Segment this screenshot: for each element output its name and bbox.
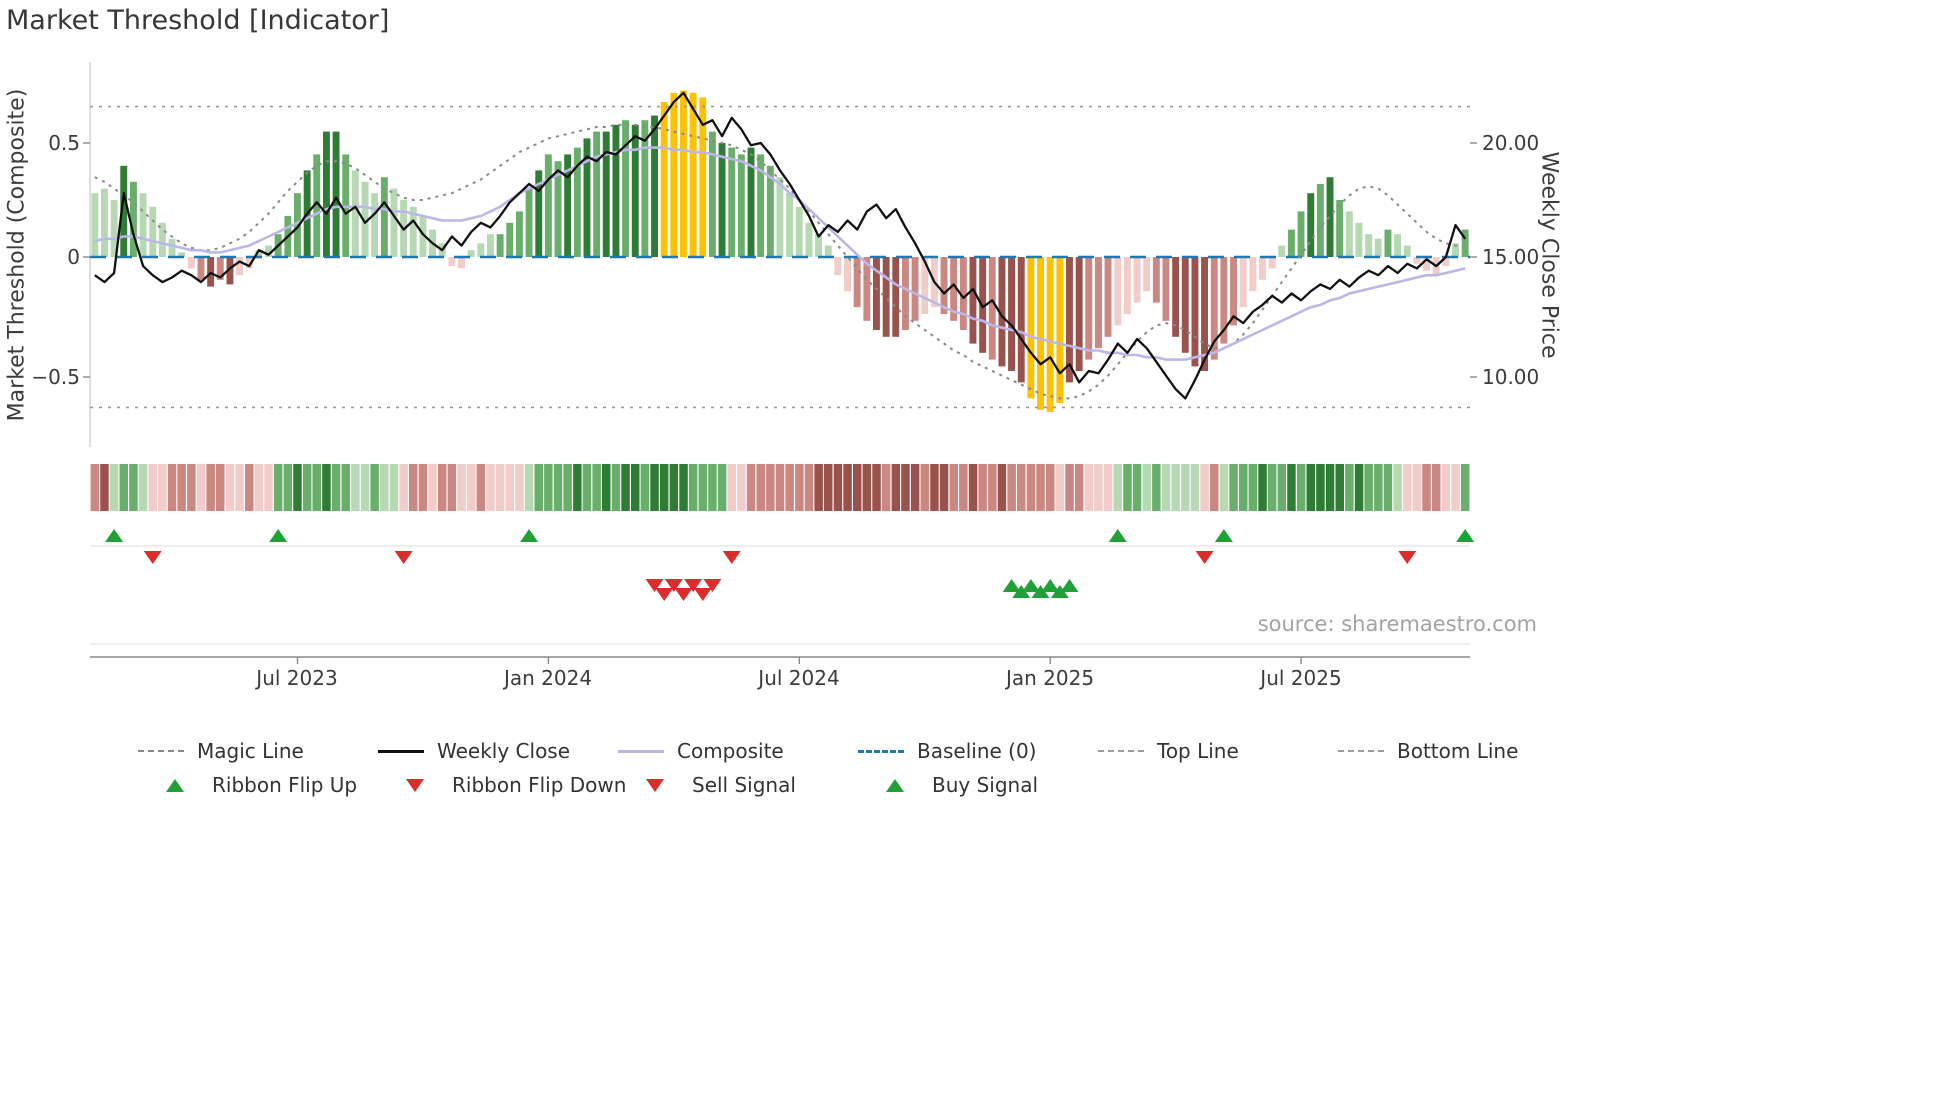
source-attribution: source: sharemaestro.com	[1257, 612, 1537, 636]
triangle-up-icon	[166, 778, 184, 792]
legend-item-baseline: Baseline (0)	[858, 736, 1098, 766]
legend-item-composite: Composite	[618, 736, 858, 766]
magic-line	[94, 123, 1466, 400]
threshold-histogram-bars	[91, 90, 1469, 412]
dashed-line-sample-icon	[1338, 750, 1384, 752]
right-axis-title: Weekly Close Price	[1536, 151, 1562, 359]
legend-label: Ribbon Flip Up	[212, 773, 358, 797]
x-tick-jul-2024: Jul 2024	[758, 666, 840, 690]
legend-label: Composite	[677, 739, 784, 763]
signal-markers	[105, 529, 1475, 601]
solid-line-sample-icon	[618, 749, 664, 753]
x-tick-jan-2025: Jan 2025	[1005, 666, 1095, 690]
legend-row-2: Ribbon Flip Up Ribbon Flip Down Sell Sig…	[152, 770, 1112, 800]
triangle-down-icon	[646, 778, 664, 792]
left-axis-tick-05: 0.5	[48, 131, 80, 155]
legend-label: Top Line	[1157, 739, 1239, 763]
legend-item-buy-signal: Buy Signal	[872, 770, 1112, 800]
x-tick-jul-2025: Jul 2025	[1260, 666, 1342, 690]
axes-frame	[83, 62, 1477, 664]
legend-item-top-line: Top Line	[1098, 736, 1338, 766]
right-axis-tick-10: 10.00	[1482, 365, 1540, 389]
ribbon-strip	[90, 464, 1470, 511]
x-tick-jan-2024: Jan 2024	[503, 666, 593, 690]
triangle-down-icon	[406, 778, 424, 792]
legend-row-1: Magic Line Weekly Close Composite Baseli…	[138, 736, 1578, 766]
page-title: Market Threshold [Indicator]	[6, 5, 390, 36]
legend-item-magic-line: Magic Line	[138, 736, 378, 766]
legend-item-weekly-close: Weekly Close	[378, 736, 618, 766]
left-axis-tick-0: 0	[67, 245, 80, 269]
right-axis-tick-15: 15.00	[1482, 245, 1540, 269]
legend-label: Ribbon Flip Down	[452, 773, 627, 797]
legend-label: Baseline (0)	[917, 739, 1037, 763]
legend-item-ribbon-flip-down: Ribbon Flip Down	[392, 770, 632, 800]
right-axis-tick-20: 20.00	[1482, 131, 1540, 155]
x-tick-jul-2023: Jul 2023	[256, 666, 338, 690]
legend-item-bottom-line: Bottom Line	[1338, 736, 1578, 766]
weekly-close-line	[94, 91, 1467, 400]
legend-item-ribbon-flip-up: Ribbon Flip Up	[152, 770, 392, 800]
legend-label: Bottom Line	[1397, 739, 1519, 763]
legend-label: Buy Signal	[932, 773, 1039, 797]
legend-item-sell-signal: Sell Signal	[632, 770, 872, 800]
left-axis-title: Market Threshold (Composite)	[4, 88, 30, 422]
legend-label: Sell Signal	[692, 773, 796, 797]
solid-line-sample-icon	[378, 749, 424, 753]
dashed-line-sample-icon	[1098, 750, 1144, 752]
legend-label: Weekly Close	[437, 739, 571, 763]
triangle-up-icon	[886, 778, 904, 792]
dashed-line-sample-icon	[138, 750, 184, 752]
dashed-line-sample-icon	[858, 749, 904, 753]
legend-label: Magic Line	[197, 739, 304, 763]
left-axis-tick-neg05: −0.5	[31, 365, 80, 389]
